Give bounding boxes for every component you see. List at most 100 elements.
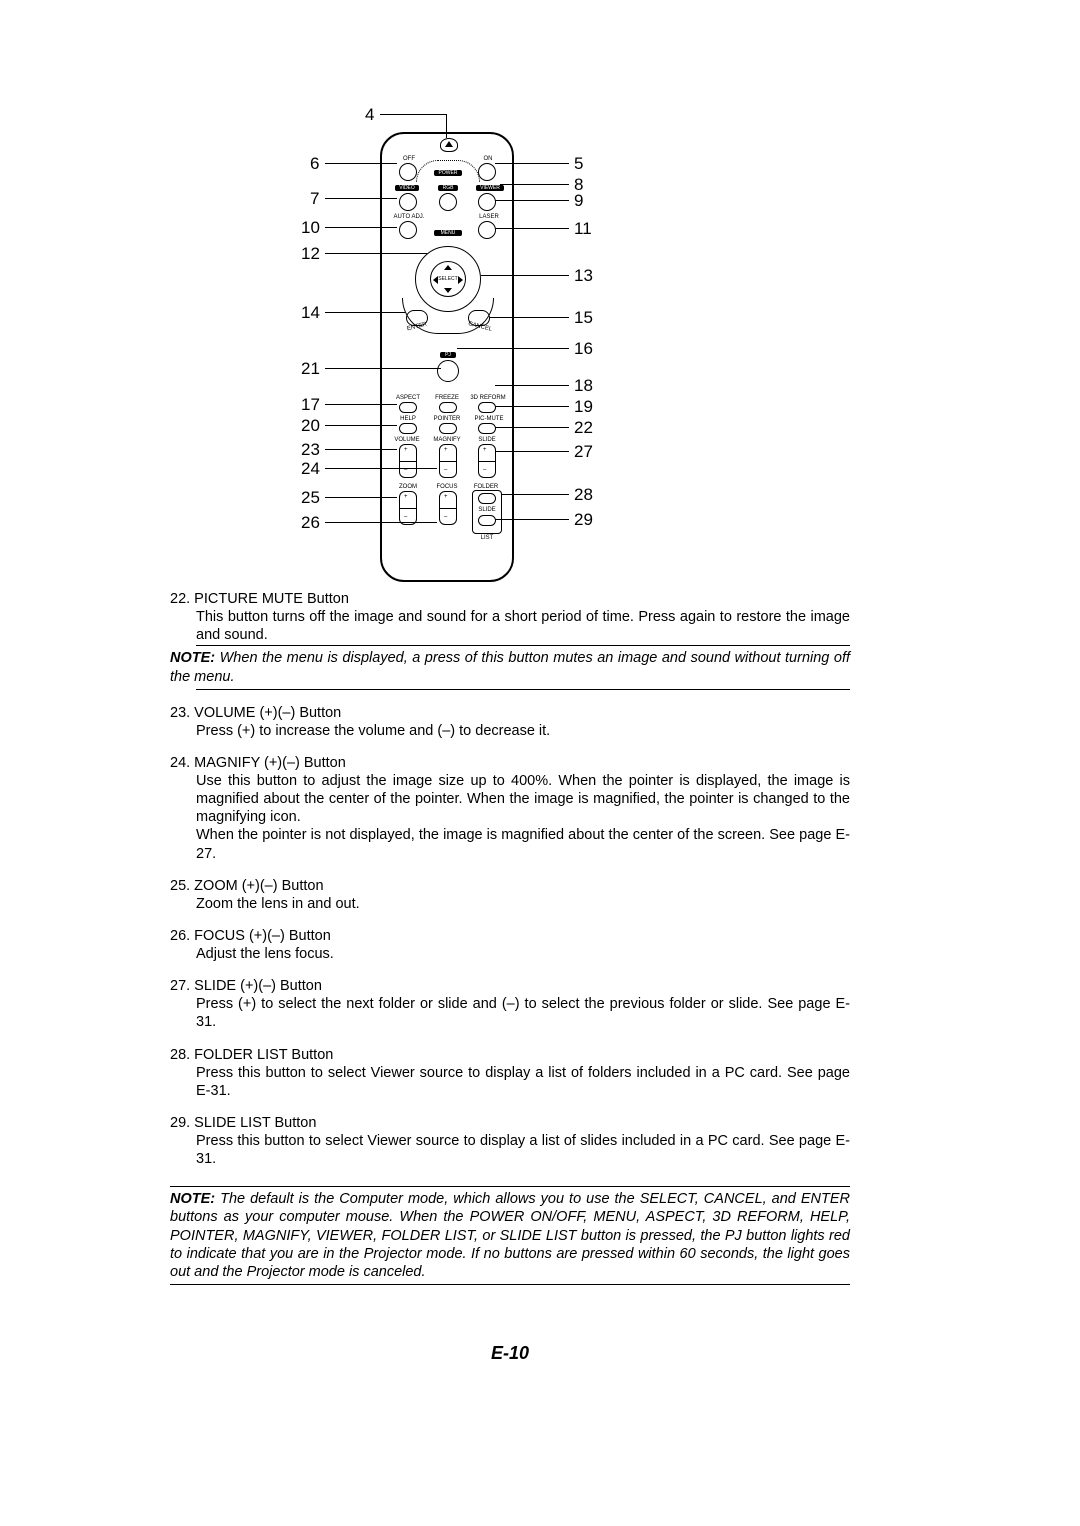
slide2-label: SLIDE <box>474 507 500 513</box>
line-26 <box>325 522 437 523</box>
callout-7: 7 <box>310 189 319 209</box>
callout-13: 13 <box>574 266 593 286</box>
callout-18: 18 <box>574 376 593 396</box>
line-23 <box>325 449 397 450</box>
item-25-body: Zoom the lens in and out. <box>170 895 850 913</box>
callout-9: 9 <box>574 191 583 211</box>
callout-4: 4 <box>365 105 374 125</box>
callout-5: 5 <box>574 154 583 174</box>
item-24-body1: Use this button to adjust the image size… <box>170 772 850 826</box>
item-24: 24. MAGNIFY (+)(–) Button Use this butto… <box>170 754 850 863</box>
line-17 <box>325 404 397 405</box>
line-9 <box>495 200 569 201</box>
line-28 <box>502 494 569 495</box>
picmute-button <box>478 423 496 434</box>
callout-19: 19 <box>574 397 593 417</box>
line-13 <box>481 275 569 276</box>
item-29: 29. SLIDE LIST Button Press this button … <box>170 1114 850 1168</box>
item-23: 23. VOLUME (+)(–) Button Press (+) to in… <box>170 704 850 740</box>
pj-label: PJ <box>440 352 456 358</box>
item-27-body: Press (+) to select the next folder or s… <box>170 995 850 1031</box>
select-up-icon <box>444 265 452 270</box>
callout-25: 25 <box>301 488 320 508</box>
pj-button <box>437 360 459 382</box>
line-27 <box>495 451 569 452</box>
video-button <box>399 193 417 211</box>
callout-21: 21 <box>301 359 320 379</box>
item-23-head: 23. VOLUME (+)(–) Button <box>170 704 850 722</box>
callout-10: 10 <box>301 218 320 238</box>
callout-14: 14 <box>301 303 320 323</box>
zoom-minus: – <box>404 514 407 520</box>
rgb-button <box>439 193 457 211</box>
item-23-body: Press (+) to increase the volume and (–)… <box>170 722 850 740</box>
line-29 <box>495 519 569 520</box>
callout-15: 15 <box>574 308 593 328</box>
remote-diagram: OFF ON POWER VIDEO RGB VIEWER AUTO ADJ. … <box>170 90 850 580</box>
power-arc <box>416 160 480 182</box>
item-27: 27. SLIDE (+)(–) Button Press (+) to sel… <box>170 977 850 1031</box>
help-button <box>399 423 417 434</box>
folder-button <box>478 493 496 504</box>
text-content: 22. PICTURE MUTE Button This button turn… <box>170 590 850 1285</box>
line-11 <box>495 228 569 229</box>
callout-27: 27 <box>574 442 593 462</box>
pointer-label: POINTER <box>430 416 464 422</box>
callout-23: 23 <box>301 440 320 460</box>
remote-body: OFF ON POWER VIDEO RGB VIEWER AUTO ADJ. … <box>380 132 514 582</box>
hr-foot-bot <box>170 1284 850 1285</box>
sld-plus: + <box>483 447 487 453</box>
freeze-label: FREEZE <box>432 395 462 401</box>
mag-plus: + <box>444 447 448 453</box>
line-4v <box>446 114 447 138</box>
pointer-button <box>439 423 457 434</box>
line-6 <box>325 163 397 164</box>
sld-minus: – <box>483 467 486 473</box>
item-22-body: This button turns off the image and soun… <box>170 608 850 644</box>
line-7 <box>325 198 397 199</box>
footnote: NOTE: The default is the Computer mode, … <box>170 1188 850 1283</box>
freeze-button <box>439 402 457 413</box>
line-16 <box>457 348 569 349</box>
slide-label: SLIDE <box>474 437 500 443</box>
foc-plus: + <box>444 494 448 500</box>
foc-div <box>439 508 457 509</box>
line-24 <box>325 468 437 469</box>
note-22-text: When the menu is displayed, a press of t… <box>170 650 850 684</box>
mag-div <box>439 461 457 462</box>
item-28-head: 28. FOLDER LIST Button <box>170 1046 850 1064</box>
item-29-body: Press this button to select Viewer sourc… <box>170 1132 850 1168</box>
hr-22b <box>196 689 850 690</box>
laser-label: LASER <box>476 214 502 220</box>
callout-17: 17 <box>301 395 320 415</box>
led-triangle-icon <box>445 141 453 147</box>
zoom-label: ZOOM <box>396 484 420 490</box>
item-24-head: 24. MAGNIFY (+)(–) Button <box>170 754 850 772</box>
callout-20: 20 <box>301 416 320 436</box>
item-25: 25. ZOOM (+)(–) Button Zoom the lens in … <box>170 877 850 913</box>
aspect-label: ASPECT <box>394 395 422 401</box>
item-27-head: 27. SLIDE (+)(–) Button <box>170 977 850 995</box>
focus-label: FOCUS <box>434 484 460 490</box>
callout-26: 26 <box>301 513 320 533</box>
page-content: OFF ON POWER VIDEO RGB VIEWER AUTO ADJ. … <box>170 90 850 1364</box>
viewer-button <box>478 193 496 211</box>
help-label: HELP <box>398 416 418 422</box>
item-28: 28. FOLDER LIST Button Press this button… <box>170 1046 850 1100</box>
menu-label: MENU <box>434 230 462 236</box>
item-28-body: Press this button to select Viewer sourc… <box>170 1064 850 1100</box>
line-12 <box>325 253 427 254</box>
picmute-label: PIC-MUTE <box>472 416 506 422</box>
hr-22a <box>196 645 850 646</box>
list-label: LIST <box>478 535 496 541</box>
item-22-note: NOTE: When the menu is displayed, a pres… <box>170 647 850 687</box>
item-22: 22. PICTURE MUTE Button This button turn… <box>170 590 850 690</box>
line-15 <box>490 317 569 318</box>
item-24-body2: When the pointer is not displayed, the i… <box>170 826 850 862</box>
select-right-icon <box>458 276 463 284</box>
on-button <box>478 163 496 181</box>
viewer-label: VIEWER <box>476 185 504 191</box>
line-25 <box>325 497 397 498</box>
line-22 <box>495 427 569 428</box>
autoadj-button <box>399 221 417 239</box>
